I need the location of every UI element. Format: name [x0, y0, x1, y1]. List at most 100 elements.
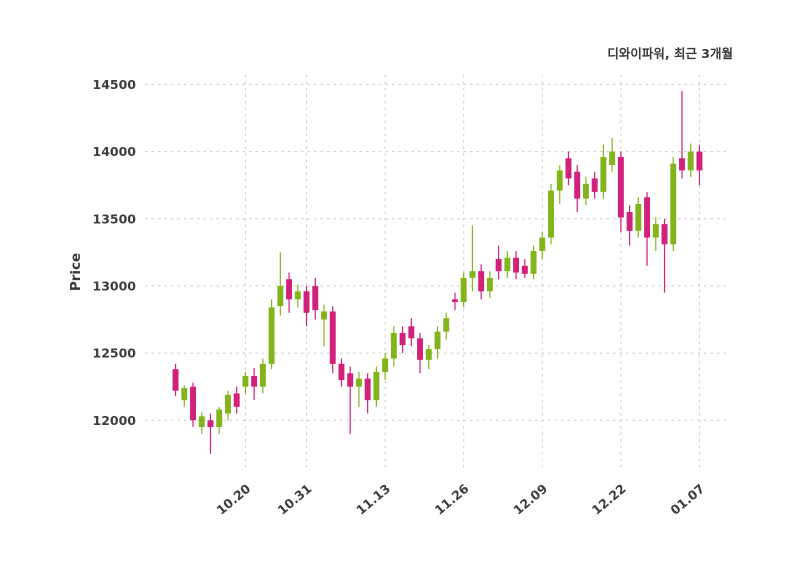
candles-layer	[172, 91, 703, 454]
candle-body	[661, 224, 668, 245]
y-tick-label: 13000	[93, 278, 137, 293]
candle-down	[495, 245, 502, 280]
x-tick-label: 11.13	[353, 481, 393, 518]
candle-up	[582, 177, 589, 206]
candle-body	[521, 265, 528, 274]
candle-body	[425, 349, 432, 360]
candle-body	[478, 271, 485, 292]
candle-down	[591, 171, 598, 199]
candle-down	[251, 367, 258, 401]
candle-body	[408, 326, 415, 339]
candle-body	[216, 409, 223, 428]
candle-body	[224, 394, 231, 414]
grid-layer	[145, 75, 730, 470]
candle-up	[548, 183, 554, 245]
candle-down	[312, 277, 319, 320]
candle-up	[469, 225, 476, 292]
candle-body	[679, 158, 685, 171]
candle-up	[687, 143, 694, 178]
candle-body	[181, 388, 188, 401]
candle-body	[600, 156, 607, 192]
candle-body	[277, 285, 284, 307]
candle-body	[355, 378, 362, 387]
candle-body	[347, 373, 354, 387]
x-tick-label: 01.07	[667, 481, 707, 518]
candle-body	[417, 338, 424, 360]
candle-body	[303, 291, 310, 313]
candle-body	[513, 257, 520, 273]
candle-body	[635, 203, 642, 231]
candle-body	[382, 358, 389, 372]
y-axis-tick-labels: 12000 12500 13000 13500 14000 14500	[93, 77, 137, 428]
candle-body	[198, 416, 205, 428]
candle-body	[451, 299, 458, 303]
candle-body	[582, 183, 589, 199]
candle-body	[626, 212, 633, 231]
candle-body	[652, 224, 659, 238]
x-tick-label: 10.20	[213, 481, 253, 518]
candle-body	[530, 251, 537, 274]
candle-up	[635, 197, 642, 238]
candle-up	[224, 390, 231, 421]
candle-up	[434, 326, 441, 359]
candle-body	[294, 291, 301, 300]
candle-up	[268, 299, 275, 370]
candle-up	[652, 217, 659, 252]
candle-body	[321, 311, 327, 320]
candle-up	[530, 245, 537, 280]
candle-down	[513, 251, 520, 280]
candle-body	[609, 151, 616, 166]
candle-body	[539, 237, 546, 252]
candle-down	[303, 285, 310, 327]
candle-down	[679, 91, 685, 179]
candle-body	[373, 371, 380, 401]
candle-body	[460, 277, 467, 303]
candle-body	[565, 158, 572, 179]
candle-up	[355, 371, 362, 407]
x-tick-label: 12.22	[589, 481, 629, 518]
candle-up	[321, 304, 327, 347]
candle-body	[469, 271, 476, 278]
candle-down	[644, 191, 651, 266]
candle-body	[434, 331, 441, 350]
candle-down	[347, 366, 354, 434]
candle-body	[312, 285, 319, 311]
candle-up	[425, 345, 432, 370]
candle-down	[190, 382, 196, 428]
candle-up	[181, 385, 188, 407]
candle-down	[617, 151, 624, 233]
candle-body	[644, 197, 651, 238]
candle-body	[591, 178, 598, 192]
candle-up	[373, 366, 380, 407]
candle-body	[259, 363, 266, 387]
candle-body	[268, 307, 275, 364]
candle-down	[338, 358, 345, 387]
candle-body	[364, 378, 371, 401]
candle-up	[504, 251, 511, 278]
x-tick-label: 11.26	[432, 481, 472, 518]
x-tick-label: 10.31	[275, 481, 315, 518]
candle-down	[626, 205, 633, 246]
candle-up	[198, 412, 205, 434]
candle-body	[443, 318, 450, 332]
candle-body	[390, 332, 397, 359]
candle-body	[495, 259, 502, 272]
candle-body	[338, 363, 345, 380]
candle-up	[294, 284, 301, 308]
candle-body	[399, 332, 406, 346]
candle-up	[443, 312, 450, 340]
candle-body	[574, 171, 581, 199]
candle-up	[460, 272, 467, 308]
candle-down	[565, 151, 572, 186]
candle-down	[451, 292, 458, 311]
candle-up	[390, 326, 397, 367]
candle-down	[417, 332, 424, 374]
candle-body	[233, 393, 240, 407]
y-tick-label: 14500	[93, 77, 137, 92]
candle-body	[687, 151, 694, 171]
candle-up	[556, 165, 563, 204]
candle-up	[486, 271, 493, 299]
candle-body	[670, 163, 677, 245]
y-tick-label: 14000	[93, 144, 137, 159]
